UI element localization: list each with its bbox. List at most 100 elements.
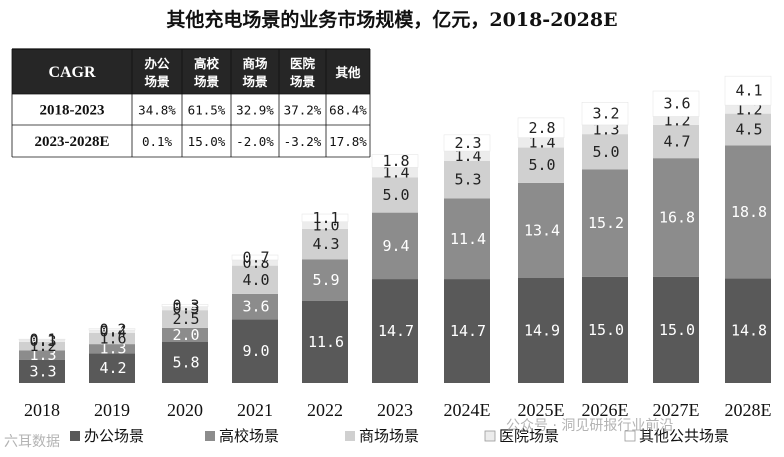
x-tick-label: 2021: [237, 400, 273, 420]
legend-swatch: [345, 431, 355, 441]
data-label: 9.0: [242, 342, 269, 360]
legend-swatch: [70, 431, 80, 441]
data-label: 5.0: [528, 156, 555, 174]
bar-segment: [301, 213, 349, 223]
data-label: 2.3: [454, 134, 481, 152]
legend-label: 高校场景: [219, 427, 279, 445]
legend-label: 其他公共场景: [639, 427, 729, 445]
bar-segment: [19, 350, 65, 360]
bar-segment: [302, 228, 348, 260]
data-label: 9.4: [382, 237, 409, 255]
data-label: 1.4: [528, 134, 555, 152]
legend-label: 商场场景: [359, 427, 419, 445]
data-label: 15.0: [588, 321, 624, 339]
chart-title: 其他充电场景的业务市场规模，亿元，2018-2028E: [166, 8, 617, 31]
bar-segment: [162, 327, 208, 342]
bar-segment: [162, 341, 208, 383]
table-row-label: 2018-2023: [40, 103, 105, 119]
bar-segment: [444, 151, 490, 162]
bar-segment: [372, 177, 418, 213]
table-cell: 61.5%: [188, 103, 226, 118]
bar-segment: [89, 353, 135, 383]
data-label: 1.4: [382, 163, 409, 181]
table-cell: 34.8%: [138, 103, 176, 118]
legend-label: 医院场景: [499, 427, 559, 445]
bar-segment: [725, 105, 771, 114]
bar-segment: [89, 344, 135, 354]
bar-segment: [371, 154, 419, 168]
data-label: 3.6: [663, 95, 690, 113]
bar-segment: [372, 212, 418, 280]
bar-segment: [653, 158, 699, 277]
x-tick-label: 2025E: [518, 400, 565, 420]
x-tick-label: 2026E: [582, 400, 629, 420]
x-tick-label: 2018: [24, 400, 60, 420]
bar-segment: [162, 306, 208, 311]
data-label: 3.3: [29, 362, 56, 380]
bar-segment: [232, 293, 278, 320]
table-header-cell: 场景: [144, 74, 170, 89]
data-label: 3.2: [592, 105, 619, 123]
table-header-cell: 医院: [290, 56, 316, 71]
data-label: 0.1: [29, 331, 56, 349]
bar-segment: [444, 279, 490, 383]
data-label: 0.3: [172, 297, 199, 315]
bar-segment: [372, 167, 418, 178]
data-label: 11.4: [450, 230, 486, 248]
x-tick-label: 2020: [167, 400, 203, 420]
data-label: 15.0: [659, 321, 695, 339]
bar-segment: [725, 278, 771, 383]
data-label: 5.0: [592, 143, 619, 161]
watermark-text: 公众号 · 洞见研报行业前沿: [506, 417, 673, 434]
data-label: 2.8: [528, 119, 555, 137]
table-header-cell: 场景: [242, 74, 268, 89]
data-label: 1.6: [99, 329, 126, 347]
x-tick-label: 2019: [94, 400, 130, 420]
bar-segment: [518, 137, 564, 148]
bar-segment: [302, 259, 348, 301]
bar-segment: [161, 304, 209, 307]
data-label: 4.1: [735, 82, 762, 100]
table-cell: 0.1%: [142, 134, 173, 149]
bar-segment: [518, 277, 564, 383]
x-tick-label: 2028E: [725, 400, 772, 420]
data-label: 1.8: [382, 152, 409, 170]
table-cell: 37.2%: [284, 103, 322, 118]
table-cell: -3.2%: [284, 134, 322, 149]
data-label: 1.1: [312, 209, 339, 227]
data-label: 0.2: [99, 320, 126, 338]
bar-segment: [162, 310, 208, 328]
data-label: 5.9: [312, 271, 339, 289]
legend: 办公场景 高校场景 商场场景 医院场景 其他公共场景: [70, 427, 729, 445]
data-label: 14.7: [450, 322, 486, 340]
x-axis-labels: 2018 2019 2020 2021 2022 2023 2024E 2025E 2026E 2…: [24, 400, 772, 420]
data-label: 11.6: [308, 333, 344, 351]
bar-segment: [231, 254, 279, 261]
table-header-cell: 商场: [242, 56, 267, 71]
bar-segment: [582, 124, 628, 135]
data-label: 1.4: [454, 147, 481, 165]
data-label: 4.7: [663, 133, 690, 151]
table-header-cagr: CAGR: [48, 64, 96, 81]
data-label: 4.2: [99, 359, 126, 377]
bar-segment: [582, 169, 628, 277]
bar-segment: [653, 124, 699, 159]
data-label: 5.8: [172, 353, 199, 371]
data-label: 14.8: [731, 322, 767, 340]
watermarks: 六耳数据 公众号 · 洞见研报行业前沿: [4, 417, 673, 450]
bar-segment: [232, 265, 278, 294]
bar-segment: [652, 90, 700, 117]
data-label: 1.3: [99, 340, 126, 358]
bar-segment: [18, 338, 66, 341]
bar-segment: [88, 328, 136, 331]
data-label: 0.4: [99, 322, 126, 340]
data-label: 16.8: [659, 209, 695, 227]
data-label: 15.2: [588, 214, 624, 232]
bar-segment: [19, 359, 65, 383]
data-label: 4.5: [735, 121, 762, 139]
data-label: 0.3: [29, 332, 56, 350]
bar-segment: [232, 259, 278, 266]
table-cell: 15.0%: [188, 134, 226, 149]
data-label: 13.4: [524, 221, 560, 239]
table-cell: 17.8%: [329, 134, 367, 149]
